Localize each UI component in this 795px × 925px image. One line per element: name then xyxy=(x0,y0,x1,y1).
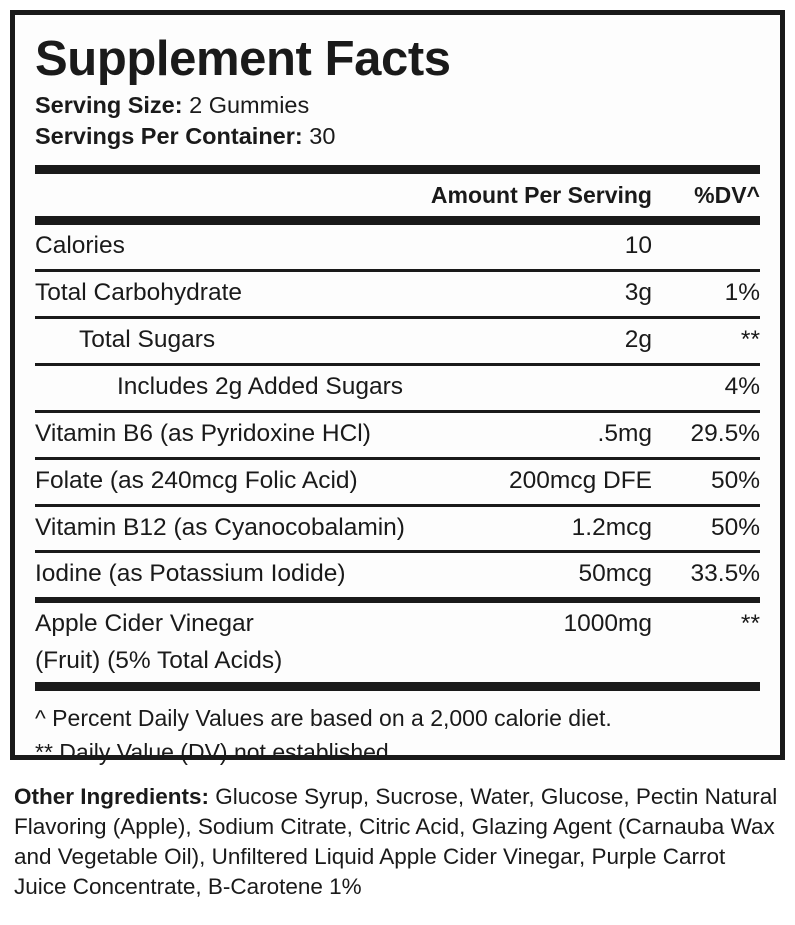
row-divider xyxy=(35,550,760,554)
table-row: Vitamin B6 (as Pyridoxine HCl) .5mg 29.5… xyxy=(35,413,760,457)
amount-per-serving-header: Amount Per Serving xyxy=(430,182,652,209)
table-row: Vitamin B12 (as Cyanocobalamin) 1.2mcg 5… xyxy=(35,507,760,551)
nutrient-dv: 4% xyxy=(724,372,760,400)
nutrient-name: Apple Cider Vinegar xyxy=(35,610,254,638)
nutrient-name: Calories xyxy=(35,232,125,260)
servings-per-container-label: Servings Per Container: xyxy=(35,122,303,149)
row-divider-emphasis xyxy=(35,597,760,604)
other-ingredients-block: Other Ingredients: Glucose Syrup, Sucros… xyxy=(14,782,782,903)
other-ingredients-label: Other Ingredients: xyxy=(14,784,210,809)
footnote-daily-values: ^ Percent Daily Values are based on a 2,… xyxy=(35,705,612,732)
table-row: Total Carbohydrate 3g 1% xyxy=(35,272,760,316)
nutrient-name: Total Carbohydrate xyxy=(35,279,243,306)
rule-above-footnotes xyxy=(35,682,760,692)
servings-per-container-value: 30 xyxy=(309,122,336,149)
percent-dv-header: %DV^ xyxy=(694,182,760,209)
nutrient-amount: .5mg xyxy=(597,419,652,447)
table-row: Calories 10 xyxy=(35,225,760,269)
nutrient-name: Total Sugars xyxy=(79,325,216,353)
supplement-facts-panel: Supplement Facts Serving Size: 2 Gummies… xyxy=(10,10,785,765)
nutrient-dv: 50% xyxy=(710,513,760,541)
serving-size-value: 2 Gummies xyxy=(189,92,310,118)
nutrient-name: Includes 2g Added Sugars xyxy=(117,372,404,400)
table-row: Iodine (as Potassium Iodide) 50mcg 33.5% xyxy=(35,553,760,597)
row-divider xyxy=(35,315,760,319)
row-divider xyxy=(35,362,760,366)
nutrient-amount: 1000mg xyxy=(563,610,652,638)
nutrient-amount: 1.2mcg xyxy=(571,513,652,541)
nutrient-amount: 10 xyxy=(624,232,652,260)
nutrient-amount: 200mcg DFE xyxy=(509,466,652,494)
table-row: Total Sugars 2g ** xyxy=(35,319,760,363)
nutrient-dv: 1% xyxy=(724,279,760,306)
nutrient-name: Vitamin B12 (as Cyanocobalamin) xyxy=(35,513,405,541)
nutrient-dv: 50% xyxy=(710,466,760,494)
panel-title: Supplement Facts xyxy=(35,32,451,86)
nutrient-amount: 50mcg xyxy=(578,560,652,588)
table-row: Folate (as 240mcg Folic Acid) 200mcg DFE… xyxy=(35,460,760,504)
table-row: Includes 2g Added Sugars 4% xyxy=(35,366,760,410)
row-divider xyxy=(35,269,760,272)
nutrient-dv: 29.5% xyxy=(690,419,760,447)
column-header-row: Amount Per Serving %DV^ xyxy=(35,174,760,216)
rule-under-serving-info xyxy=(35,165,760,175)
nutrient-name: Vitamin B6 (as Pyridoxine HCl) xyxy=(35,419,371,447)
serving-size-line: Serving Size: 2 Gummies xyxy=(35,90,760,121)
nutrient-name: Folate (as 240mcg Folic Acid) xyxy=(35,466,358,494)
spacer xyxy=(35,151,760,165)
nutrient-dv: ** xyxy=(740,610,760,638)
nutrient-subline: (Fruit) (5% Total Acids) xyxy=(35,647,283,675)
table-row: Apple Cider Vinegar 1000mg ** xyxy=(35,603,760,647)
nutrient-amount: 3g xyxy=(624,279,652,306)
serving-size-label: Serving Size: xyxy=(35,92,183,118)
nutrient-amount: 2g xyxy=(624,325,652,353)
row-divider xyxy=(35,503,760,507)
other-ingredients-text: Glucose Syrup, Sucrose, Water, Glucose, … xyxy=(14,784,778,900)
rule-under-column-headers xyxy=(35,216,760,226)
footnote-dv-not-established: ** Daily Value (DV) not established. xyxy=(35,738,396,765)
nutrient-dv: ** xyxy=(740,325,760,353)
servings-per-container-line: Servings Per Container: 30 xyxy=(35,121,760,152)
nutrient-name: Iodine (as Potassium Iodide) xyxy=(35,560,346,588)
row-divider xyxy=(35,456,760,460)
nutrient-dv: 33.5% xyxy=(690,560,760,588)
row-divider xyxy=(35,409,760,413)
